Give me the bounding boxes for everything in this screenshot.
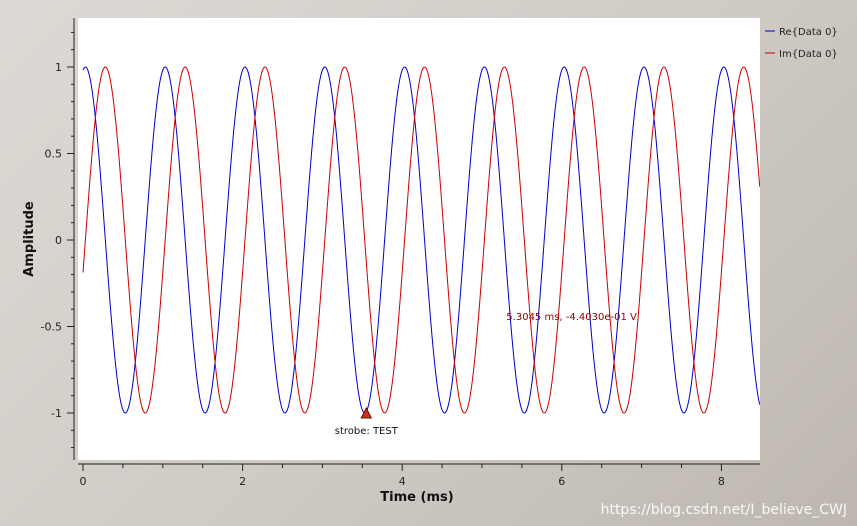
x-axis-label: Time (ms)	[380, 490, 453, 505]
watermark: https://blog.csdn.net/I_believe_CWJ	[600, 502, 847, 518]
y-tick-label: -1	[51, 407, 62, 420]
legend: Re{Data 0} Im{Data 0}	[765, 27, 838, 60]
legend-label-0: Re{Data 0}	[779, 27, 838, 38]
x-axis: 0 2 4 6 8	[78, 463, 760, 488]
series-line-1	[82, 66, 760, 414]
legend-label-1: Im{Data 0}	[779, 49, 838, 60]
y-tick-label: 0	[55, 234, 62, 247]
x-tick-label: 2	[239, 475, 246, 488]
cursor-readout: 5.3045 ms, -4.4030e-01 V	[506, 312, 637, 323]
y-tick-label: 1	[55, 61, 62, 74]
x-tick-label: 8	[718, 475, 725, 488]
x-tick-label: 6	[558, 475, 565, 488]
strobe-label: strobe: TEST	[335, 426, 399, 437]
y-tick-label: -0.5	[41, 321, 62, 334]
y-axis: 1 0.5 0 -0.5 -1	[41, 18, 75, 460]
x-tick-label: 4	[399, 475, 406, 488]
x-tick-label: 0	[80, 475, 87, 488]
annotation-layer: 5.3045 ms, -4.4030e-01 V strobe: TEST	[335, 312, 637, 437]
y-axis-label: Amplitude	[22, 201, 37, 277]
strobe-marker	[360, 406, 373, 419]
series-line-0	[82, 66, 760, 414]
y-tick-label: 0.5	[45, 148, 63, 161]
series-layer	[82, 66, 760, 414]
